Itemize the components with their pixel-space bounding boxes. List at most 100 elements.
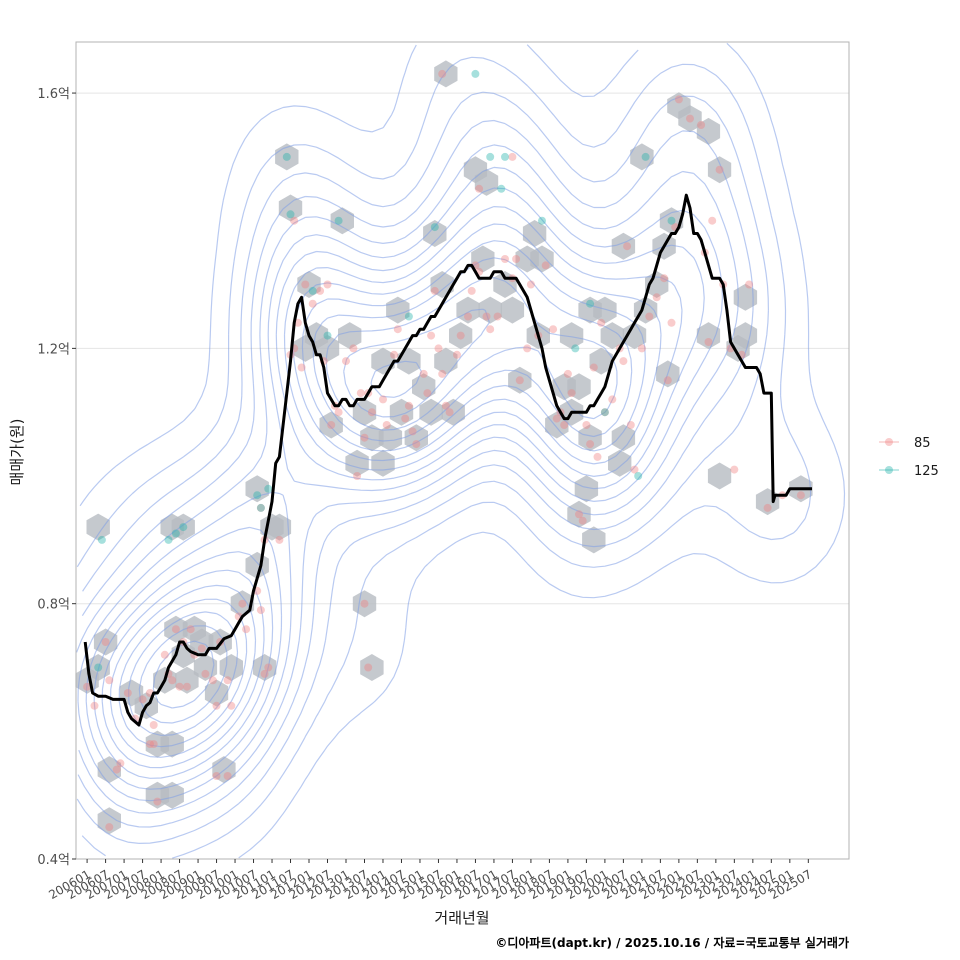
x-axis-title: 거래년월	[434, 909, 489, 927]
point-85	[438, 69, 447, 78]
point-85	[674, 95, 683, 104]
legend-key-point	[885, 466, 893, 474]
hexbin	[360, 424, 384, 452]
point-85	[593, 452, 602, 461]
hexbin	[559, 322, 584, 350]
point-85	[745, 280, 754, 289]
point-85	[168, 676, 177, 685]
hexbin	[160, 781, 184, 809]
point-85	[146, 740, 154, 749]
hexbin	[267, 513, 292, 541]
density-contour	[79, 42, 846, 859]
hexbin	[600, 322, 624, 350]
point-85	[563, 369, 572, 378]
hexbin	[245, 475, 269, 503]
point-85	[608, 395, 617, 404]
point-85	[445, 408, 454, 417]
point-85	[223, 772, 232, 780]
point-85	[708, 216, 717, 225]
density-contour	[76, 91, 769, 844]
y-axis-ticks: 0.4억 0.8억 1.2억 1.6억	[37, 87, 76, 868]
point-85	[441, 401, 450, 410]
hexbin	[93, 628, 118, 656]
point-125	[282, 152, 291, 161]
point-85	[186, 625, 195, 634]
density-contour	[77, 119, 754, 828]
hexbin	[419, 398, 443, 426]
point-85	[212, 772, 221, 780]
point-125	[97, 535, 106, 544]
point-85	[212, 701, 221, 710]
point-85	[356, 389, 365, 398]
point-85	[652, 293, 661, 302]
point-85	[334, 408, 343, 417]
point-125	[538, 216, 546, 225]
point-85	[308, 299, 317, 308]
point-85	[223, 676, 232, 685]
hexbin	[678, 105, 702, 133]
point-85	[342, 357, 350, 366]
point-85	[578, 516, 587, 525]
point-125	[430, 223, 439, 232]
point-85	[412, 440, 421, 449]
point-85	[456, 331, 465, 340]
point-85	[112, 765, 121, 774]
point-85	[353, 472, 362, 480]
point-125	[571, 344, 580, 353]
point-85	[586, 440, 595, 449]
point-125	[256, 503, 265, 512]
point-85	[105, 823, 114, 832]
point-125	[600, 408, 609, 417]
point-85	[552, 414, 561, 423]
point-85	[171, 625, 180, 634]
point-85	[316, 286, 325, 295]
point-85	[83, 682, 92, 691]
hexbin	[423, 220, 447, 247]
point-85	[153, 797, 162, 806]
hexbin	[330, 207, 354, 235]
density-contour	[109, 240, 646, 758]
hexbin	[589, 347, 613, 375]
point-85	[600, 408, 609, 417]
hexbin	[397, 347, 421, 375]
hexbin	[471, 245, 495, 273]
hexbin	[164, 615, 188, 643]
point-85	[149, 740, 158, 749]
point-85	[227, 701, 236, 710]
point-125	[253, 491, 262, 500]
point-85	[475, 184, 484, 193]
point-85	[301, 280, 310, 289]
point-85	[512, 255, 521, 263]
point-85	[630, 465, 639, 474]
point-85	[619, 357, 628, 366]
point-85	[493, 312, 502, 321]
hexbin	[389, 398, 414, 426]
point-85	[379, 395, 387, 404]
point-85	[138, 695, 147, 704]
point-85	[360, 433, 369, 442]
point-85	[623, 242, 632, 251]
point-85	[349, 344, 358, 353]
point-125	[486, 152, 495, 161]
hexbin	[608, 449, 632, 477]
point-85	[208, 676, 217, 685]
hexbin	[449, 322, 473, 350]
point-85	[526, 280, 535, 289]
point-85	[242, 625, 251, 634]
point-85	[715, 165, 724, 174]
point-85	[482, 312, 491, 321]
trend-line-layer	[83, 193, 812, 727]
y-tick-label: 1.2억	[37, 342, 70, 357]
point-85	[663, 376, 672, 385]
y-axis-title: 매매가(원)	[8, 419, 26, 486]
point-125	[164, 535, 173, 544]
density-contour	[76, 144, 739, 814]
point-85	[515, 376, 524, 385]
y-tick-label: 0.4억	[37, 853, 70, 868]
point-85	[290, 216, 299, 225]
point-85	[101, 638, 110, 646]
point-85	[390, 350, 399, 359]
point-85	[763, 503, 772, 512]
hexbin	[456, 296, 480, 324]
point-125	[308, 286, 317, 295]
